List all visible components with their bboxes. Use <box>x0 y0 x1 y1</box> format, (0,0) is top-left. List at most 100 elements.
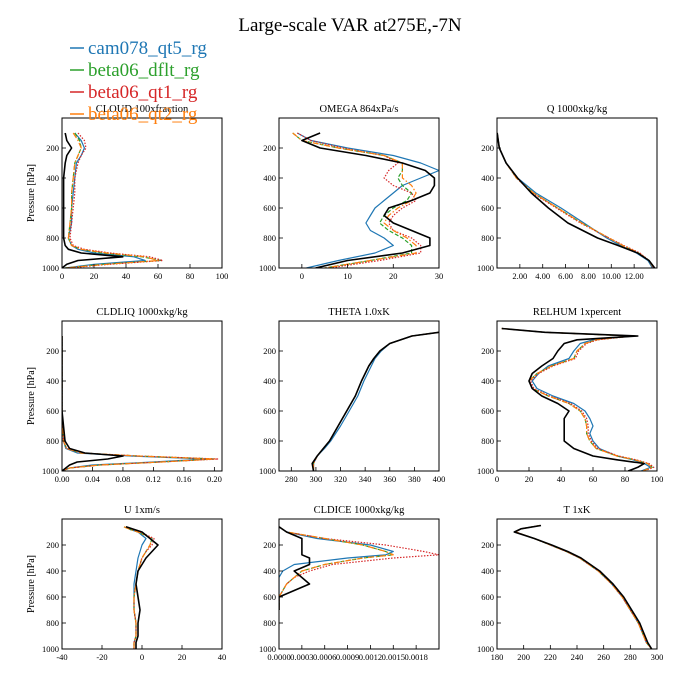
x-tick-label: 220 <box>544 652 557 662</box>
x-tick-label: 0 <box>300 271 304 281</box>
panel-title: THETA 1.0xK <box>328 307 390 318</box>
y-axis-label: Pressure [hPa] <box>26 555 37 613</box>
y-tick-label: 200 <box>481 143 494 153</box>
figure-title: Large-scale VAR at275E,-7N <box>238 15 461 36</box>
reference-line <box>301 132 436 268</box>
x-tick-label: 10 <box>343 271 352 281</box>
legend-label: beta06_qt2_rg <box>88 104 198 125</box>
y-tick-label: 1000 <box>42 644 59 654</box>
x-tick-label: 40 <box>557 474 566 484</box>
plot-frame <box>61 320 223 472</box>
series-line <box>497 132 655 268</box>
y-tick-label: 400 <box>481 376 494 386</box>
series-group <box>497 132 656 268</box>
x-tick-label: 340 <box>359 474 372 484</box>
series-line <box>515 524 653 649</box>
y-tick-label: 400 <box>481 173 494 183</box>
x-tick-label: 320 <box>334 474 347 484</box>
x-tick-label: 20 <box>389 271 398 281</box>
x-tick-label: 280 <box>624 652 637 662</box>
x-tick-label: 280 <box>285 474 298 484</box>
y-tick-label: 200 <box>481 346 494 356</box>
y-tick-label: 600 <box>46 203 59 213</box>
series-group <box>513 524 653 649</box>
y-tick-label: 400 <box>46 566 59 576</box>
series-line <box>297 132 422 268</box>
reference-line <box>62 132 124 268</box>
x-tick-label: -20 <box>96 652 107 662</box>
y-tick-label: 800 <box>263 233 276 243</box>
y-tick-label: 1000 <box>259 466 276 476</box>
series-group <box>292 132 439 268</box>
x-tick-label: 12.00 <box>625 271 644 281</box>
x-tick-label: 180 <box>491 652 504 662</box>
legend-item: beta06_qt2_rg <box>70 104 198 125</box>
x-tick-label: 20 <box>178 652 187 662</box>
x-tick-label: 80 <box>621 474 630 484</box>
y-tick-label: 600 <box>263 203 276 213</box>
plot-frame <box>278 117 440 269</box>
x-tick-label: 0.00 <box>55 474 70 484</box>
y-tick-label: 600 <box>481 406 494 416</box>
series-line <box>515 524 653 649</box>
x-tick-label: 4.00 <box>535 271 550 281</box>
panel-title: CLDLIQ 1000xkg/kg <box>96 307 188 318</box>
series-line <box>65 132 162 268</box>
series-line <box>497 132 655 268</box>
x-tick-label: 300 <box>651 652 664 662</box>
y-tick-label: 200 <box>46 143 59 153</box>
x-tick-label: 0.0000 <box>267 652 290 662</box>
chart-panel: 2.00 4.00 6.00 8.00 10.00 12.00 200 400 600 800 10… <box>477 104 658 281</box>
panel-title: RELHUM 1xpercent <box>533 307 621 318</box>
y-tick-label: 200 <box>263 540 276 550</box>
x-tick-label: 360 <box>383 474 396 484</box>
x-tick-label: 60 <box>154 271 163 281</box>
series-line <box>66 132 164 268</box>
x-tick-label: 0.16 <box>176 474 191 484</box>
y-tick-label: 800 <box>46 233 59 243</box>
x-tick-label: 0.20 <box>207 474 222 484</box>
y-tick-label: 400 <box>481 566 494 576</box>
reference-line <box>497 132 656 268</box>
x-tick-label: 2.00 <box>512 271 527 281</box>
series-line <box>501 327 653 471</box>
y-tick-label: 800 <box>263 618 276 628</box>
reference-line <box>311 331 439 471</box>
series-group <box>501 327 655 471</box>
series-group <box>62 336 219 471</box>
y-tick-label: 1000 <box>477 263 494 273</box>
plot-frame <box>61 117 223 269</box>
series-line <box>62 336 215 471</box>
series-group <box>123 526 159 649</box>
series-line <box>65 132 159 268</box>
x-tick-label: 30 <box>435 271 444 281</box>
panel-title: CLOUD 100xfraction <box>96 104 189 115</box>
reference-line <box>501 327 646 471</box>
y-tick-label: 800 <box>263 436 276 446</box>
legend-item: cam078_qt5_rg <box>70 38 207 59</box>
x-tick-label: 20 <box>90 271 99 281</box>
legend-label: beta06_qt1_rg <box>88 82 198 103</box>
series-line <box>65 132 146 268</box>
reference-line <box>125 526 159 649</box>
panel-title: CLDICE 1000xkg/kg <box>314 505 405 516</box>
x-tick-label: 100 <box>216 271 229 281</box>
x-tick-label: 100 <box>651 474 664 484</box>
y-tick-label: 200 <box>481 540 494 550</box>
y-tick-label: 600 <box>481 203 494 213</box>
x-tick-label: 0.12 <box>146 474 161 484</box>
y-tick-label: 200 <box>46 540 59 550</box>
y-tick-label: 800 <box>481 436 494 446</box>
series-line <box>297 132 439 268</box>
y-tick-label: 400 <box>46 173 59 183</box>
x-tick-label: 240 <box>571 652 584 662</box>
x-tick-label: 0 <box>60 271 64 281</box>
plot-frame <box>61 518 223 650</box>
series-line <box>62 336 219 471</box>
panel-title: Q 1000xkg/kg <box>547 104 608 115</box>
legend-item: beta06_dflt_rg <box>70 60 200 81</box>
x-tick-label: 0 <box>140 652 144 662</box>
y-tick-label: 1000 <box>42 466 59 476</box>
y-tick-label: 1000 <box>259 263 276 273</box>
